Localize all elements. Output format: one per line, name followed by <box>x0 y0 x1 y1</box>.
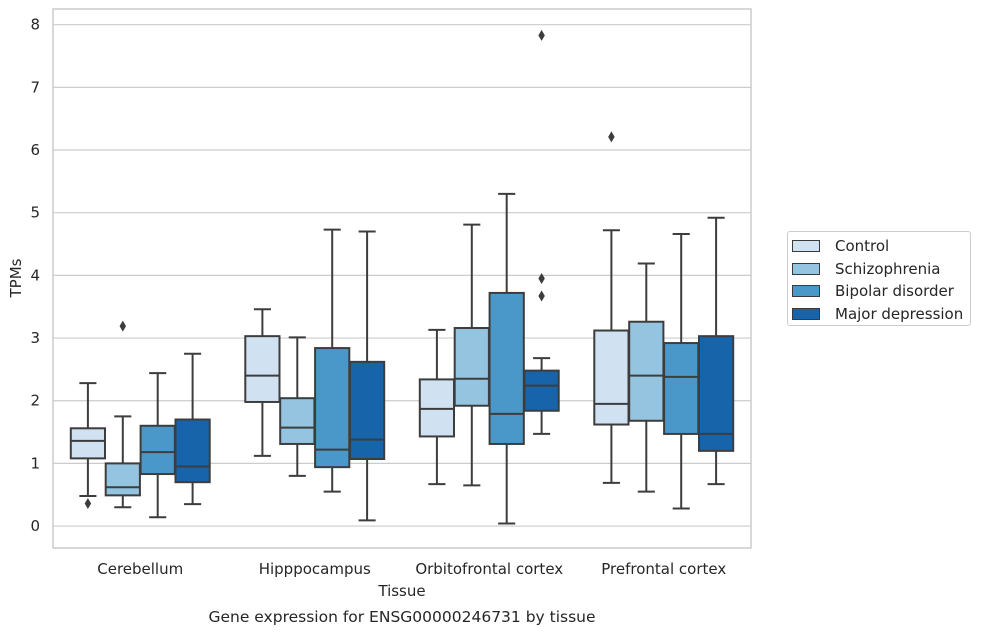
box-group-hipppocampus-schizophrenia <box>279 336 316 477</box>
y-tick-label-4: 4 <box>30 266 40 284</box>
x-tick-label-orbitofrontal-cortex: Orbitofrontal cortex <box>415 560 563 578</box>
box-group-prefrontal-cortex-schizophrenia <box>628 262 665 493</box>
y-tick-label-1: 1 <box>30 454 40 472</box>
box-prefrontal-cortex-bipolar-disorder <box>663 342 700 435</box>
legend-label-bipolar-disorder: Bipolar disorder <box>835 282 954 301</box>
y-tick-label-3: 3 <box>30 329 40 347</box>
y-tick-label-6: 6 <box>30 141 40 159</box>
y-tick-label-2: 2 <box>30 392 40 410</box>
outlier-orbitofrontal-cortex-major-depression-1 <box>538 290 545 302</box>
box-group-prefrontal-cortex-bipolar-disorder <box>663 233 700 510</box>
box-prefrontal-cortex-control <box>593 329 630 426</box>
legend-item-control: Control <box>792 235 970 258</box>
outlier-cerebellum-schizophrenia-0 <box>119 320 127 332</box>
box-layer <box>69 29 735 525</box>
legend-item-major-depression: Major depression <box>792 303 970 326</box>
box-prefrontal-cortex-schizophrenia <box>628 320 665 422</box>
box-cerebellum-control <box>69 427 107 460</box>
y-axis-label: TPMs <box>7 258 25 298</box>
box-group-hipppocampus-bipolar-disorder <box>314 228 351 493</box>
legend-label-schizophrenia: Schizophrenia <box>835 259 941 278</box>
box-hipppocampus-bipolar-disorder <box>314 347 351 469</box>
legend-label-control: Control <box>835 237 890 256</box>
box-cerebellum-schizophrenia <box>104 462 141 497</box>
box-group-cerebellum-schizophrenia <box>104 320 141 509</box>
box-group-orbitofrontal-cortex-major-depression <box>523 29 560 435</box>
box-hipppocampus-control <box>244 335 281 403</box>
legend-swatch-control <box>792 240 820 253</box>
outlier-orbitofrontal-cortex-major-depression-0 <box>538 273 545 284</box>
box-group-cerebellum-major-depression <box>174 352 211 506</box>
box-group-orbitofrontal-cortex-control <box>418 328 456 486</box>
box-cerebellum-bipolar-disorder <box>139 424 176 476</box>
legend-swatch-bipolar-disorder <box>792 285 820 298</box>
box-group-orbitofrontal-cortex-bipolar-disorder <box>488 192 525 525</box>
box-group-hipppocampus-major-depression <box>348 230 386 522</box>
x-tick-label-hipppocampus: Hipppocampus <box>259 560 371 578</box>
outlier-prefrontal-cortex-control-0 <box>608 131 615 143</box>
y-tick-label-0: 0 <box>30 517 40 535</box>
box-orbitofrontal-cortex-bipolar-disorder <box>488 291 525 445</box>
x-axis-label: Tissue <box>377 582 425 600</box>
plot-frame <box>52 8 752 549</box>
x-tick-labels: Cerebellum Hipppocampus Orbitofrontal cort… <box>97 560 726 578</box>
box-orbitofrontal-cortex-major-depression <box>523 369 560 412</box>
legend-swatch-major-depression <box>792 307 820 320</box>
legend-swatch-schizophrenia <box>792 262 820 275</box>
legend: Control Schizophrenia Bipolar disorder M… <box>787 231 971 326</box>
legend-item-bipolar-disorder: Bipolar disorder <box>792 280 970 303</box>
x-tick-label-cerebellum: Cerebellum <box>97 560 183 578</box>
box-group-cerebellum-control <box>69 382 107 510</box>
y-tick-label-7: 7 <box>30 78 40 96</box>
y-tick-label-5: 5 <box>30 204 40 222</box>
box-group-prefrontal-cortex-major-depression <box>697 216 735 486</box>
outlier-cerebellum-control-0 <box>84 498 92 510</box>
y-tick-labels: 0 1 2 3 4 5 6 7 8 <box>30 16 40 535</box>
box-group-cerebellum-bipolar-disorder <box>139 372 176 519</box>
box-group-hipppocampus-control <box>244 308 281 457</box>
box-orbitofrontal-cortex-schizophrenia <box>453 327 490 407</box>
box-prefrontal-cortex-major-depression <box>697 335 735 452</box>
y-tick-label-8: 8 <box>30 16 40 34</box>
box-cerebellum-major-depression <box>174 418 211 484</box>
x-tick-label-prefrontal-cortex: Prefrontal cortex <box>601 560 726 578</box>
box-group-prefrontal-cortex-control <box>593 131 630 484</box>
box-group-orbitofrontal-cortex-schizophrenia <box>453 223 490 487</box>
outlier-orbitofrontal-cortex-major-depression-2 <box>538 29 545 41</box>
figure-caption: Gene expression for ENSG00000246731 by t… <box>208 608 595 626</box>
legend-label-major-depression: Major depression <box>835 304 964 323</box>
box-hipppocampus-schizophrenia <box>279 397 316 445</box>
box-hipppocampus-major-depression <box>348 360 386 461</box>
legend-item-schizophrenia: Schizophrenia <box>792 258 970 281</box>
